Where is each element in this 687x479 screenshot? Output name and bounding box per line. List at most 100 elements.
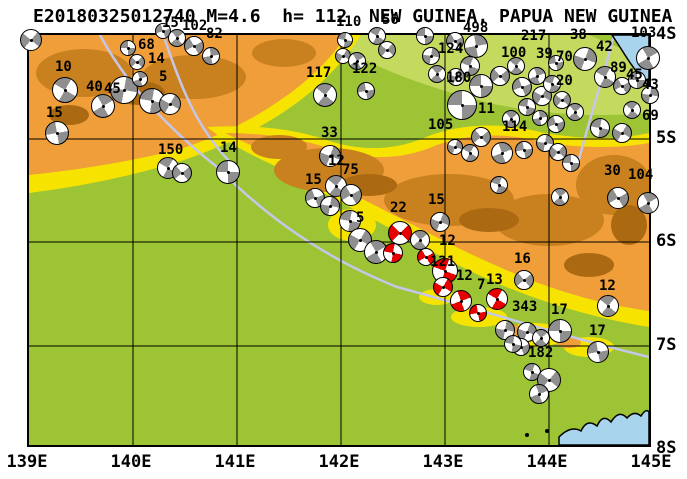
beachball-center-dot xyxy=(348,219,352,223)
focal-mechanism-beachball xyxy=(566,103,584,121)
depth-label: 10 xyxy=(55,59,72,75)
y-axis-label: 4S xyxy=(656,24,677,44)
focal-mechanism-beachball xyxy=(543,75,561,93)
focal-mechanism-beachball xyxy=(168,29,186,47)
focal-mechanism-beachball xyxy=(471,127,491,147)
beachball-center-dot xyxy=(535,74,539,78)
depth-label: 42 xyxy=(596,39,613,55)
y-axis-label: 7S xyxy=(656,335,677,355)
focal-mechanism-beachball xyxy=(184,36,204,56)
depth-label: 5 xyxy=(356,210,365,226)
focal-mechanism-beachball xyxy=(110,76,138,104)
focal-mechanism-beachball xyxy=(504,335,522,353)
beachball-center-dot xyxy=(479,84,483,88)
beachball-center-dot xyxy=(438,220,442,224)
beachball-center-dot xyxy=(180,171,184,175)
focal-mechanism-beachball xyxy=(159,93,181,115)
beachball-center-dot xyxy=(616,196,620,200)
depth-label: 70 xyxy=(556,49,573,65)
beachball-center-dot xyxy=(520,85,524,89)
beachball-center-dot xyxy=(349,193,353,197)
depth-label: 15 xyxy=(305,172,322,188)
focal-mechanism-beachball xyxy=(320,196,340,216)
focal-mechanism-beachball xyxy=(529,384,549,404)
beachball-center-dot xyxy=(385,48,389,52)
beachball-center-dot xyxy=(441,285,445,289)
focal-mechanism-beachball xyxy=(357,82,375,100)
x-axis-label: 143E xyxy=(422,452,464,472)
focal-mechanism-beachball xyxy=(490,66,510,86)
depth-label: 124 xyxy=(438,41,464,57)
focal-mechanism-beachball xyxy=(45,121,69,145)
depth-label: 22 xyxy=(390,200,407,216)
depth-label: 12 xyxy=(456,268,473,284)
depth-label: 102 xyxy=(182,18,208,34)
beachball-center-dot xyxy=(525,105,529,109)
beachball-center-dot xyxy=(646,56,650,60)
depth-label: 15 xyxy=(46,105,63,121)
depth-label: 45 xyxy=(626,67,643,83)
focal-mechanism-beachball xyxy=(532,329,550,347)
beachball-center-dot xyxy=(323,93,327,97)
y-axis-label: 5S xyxy=(656,128,677,148)
focal-mechanism-beachball xyxy=(597,295,619,317)
depth-label: 38 xyxy=(570,27,587,43)
beachball-center-dot xyxy=(630,108,634,112)
focal-mechanism-beachball xyxy=(490,176,508,194)
beachball-center-dot xyxy=(495,297,499,301)
depth-label: 114 xyxy=(502,119,528,135)
beachball-center-dot xyxy=(503,328,507,332)
depth-label: 43 xyxy=(642,77,659,93)
focal-mechanism-beachball xyxy=(416,27,434,45)
depth-label: 100 xyxy=(501,45,527,61)
depth-label: 15 xyxy=(428,192,445,208)
depth-label: 89 xyxy=(610,60,627,76)
beachball-center-dot xyxy=(391,251,395,255)
depth-label: 5 xyxy=(159,69,168,85)
focal-mechanism-beachball xyxy=(636,46,660,70)
beachball-center-dot xyxy=(476,311,480,315)
beachball-center-dot xyxy=(556,150,560,154)
focal-mechanism-beachball xyxy=(120,40,136,56)
depth-label: 15 xyxy=(162,15,179,31)
beachball-center-dot xyxy=(374,250,378,254)
focal-mechanism-beachball xyxy=(507,57,525,75)
beachball-center-dot xyxy=(138,77,142,81)
beachball-center-dot xyxy=(63,88,67,92)
depth-label: 217 xyxy=(521,28,547,44)
river-line xyxy=(163,38,232,164)
focal-mechanism-beachball xyxy=(340,184,362,206)
beachball-center-dot xyxy=(474,44,478,48)
beachball-center-dot xyxy=(460,103,464,107)
depth-label: 180 xyxy=(446,70,472,86)
beachball-center-dot xyxy=(209,54,213,58)
focal-mechanism-beachball xyxy=(368,27,386,45)
focal-mechanism-beachball xyxy=(548,55,564,71)
beachball-center-dot xyxy=(459,299,463,303)
x-axis-label: 140E xyxy=(110,452,152,472)
y-axis-label: 8S xyxy=(656,438,677,458)
focal-mechanism-beachball xyxy=(155,23,171,39)
x-axis-label: 142E xyxy=(318,452,360,472)
focal-mechanism-beachball xyxy=(337,32,353,48)
beachball-center-dot xyxy=(424,255,428,259)
focal-mechanism-beachball xyxy=(464,34,488,58)
beachball-center-dot xyxy=(453,145,457,149)
beachball-center-dot xyxy=(328,154,332,158)
depth-label: 12 xyxy=(439,233,456,249)
beachball-center-dot xyxy=(537,392,541,396)
beachball-center-dot xyxy=(126,46,130,50)
focal-mechanism-beachball xyxy=(428,65,446,83)
beachball-center-dot xyxy=(573,110,577,114)
beachball-center-dot xyxy=(418,238,422,242)
depth-label: 110 xyxy=(336,14,362,30)
depth-label: 11 xyxy=(478,101,495,117)
focal-mechanism-beachball xyxy=(628,71,646,89)
x-axis-label: 139E xyxy=(6,452,48,472)
focal-mechanism-beachball xyxy=(52,77,78,103)
focal-mechanism-beachball xyxy=(388,221,412,245)
beachball-center-dot xyxy=(364,89,368,93)
beachball-center-dot xyxy=(540,94,544,98)
focal-mechanism-beachball xyxy=(129,54,145,70)
